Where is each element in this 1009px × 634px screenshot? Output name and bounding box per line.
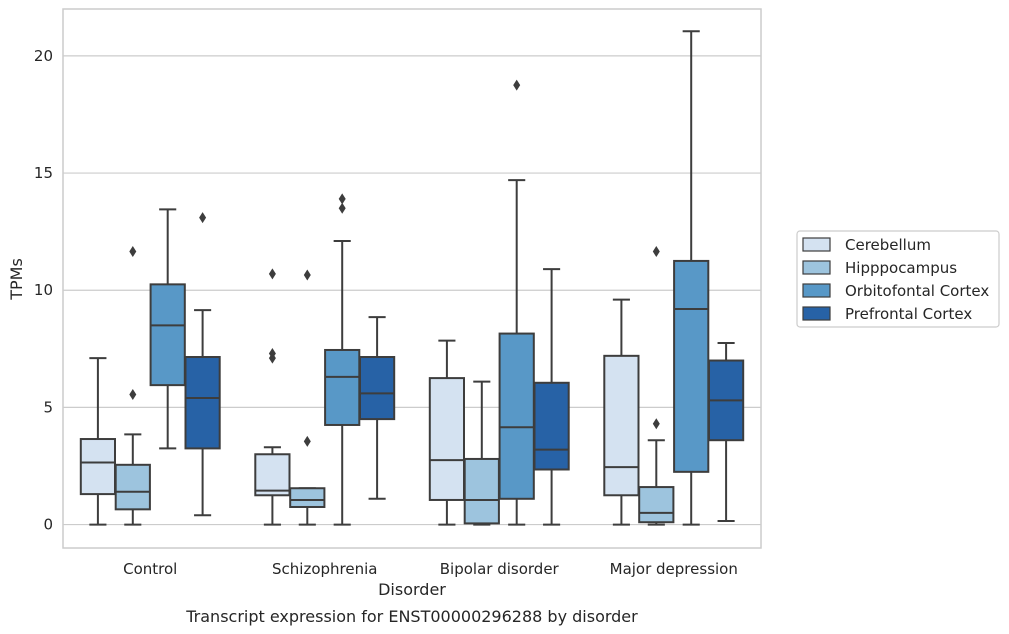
y-tick-label: 10 [34,281,53,299]
y-tick-label: 20 [34,47,53,65]
outlier-point [303,435,311,447]
x-tick-label: Major depression [610,560,738,578]
outlier-point [129,389,137,401]
box-iqr [533,381,570,471]
legend-label: Prefrontal Cortex [845,305,972,323]
box-iqr [428,377,466,501]
outlier-point [268,268,276,280]
x-tick-label: Control [123,560,177,578]
legend-frame [796,230,1000,328]
box-iqr [114,463,151,511]
x-axis-label: Disorder [378,580,446,599]
box-iqr [254,453,291,497]
x-tick-label: Bipolar disorder [440,560,560,578]
box-iqr [149,283,186,387]
box-cerebellum [428,339,466,526]
outlier-point [268,347,276,359]
box-iqr [673,259,710,473]
box-cerebellum [79,357,117,526]
legend-label: Orbitofontal Cortex [845,282,989,300]
outlier-point [199,212,207,224]
box-iqr [498,332,535,500]
box-iqr [79,438,117,496]
box-iqr [184,356,221,450]
box-iqr [463,457,500,525]
box-iqr [289,487,326,508]
box-orbitofontal-cortex [324,193,361,526]
box-prefrontal-cortex [707,341,745,523]
y-tick-label: 15 [34,164,53,182]
chart-caption: Transcript expression for ENST0000029628… [185,607,638,626]
y-tick-label: 0 [43,516,53,534]
box-iqr [638,486,675,524]
legend-swatch [802,306,831,321]
y-ticks: 0 5 10 15 20 [34,47,53,534]
outlier-point [338,193,346,205]
box-cerebellum [254,268,291,526]
legend-label: Cerebellum [845,236,931,254]
outlier-point [338,202,346,214]
box-orbitofontal-cortex [149,208,186,450]
box-iqr [358,356,396,421]
outlier-point [513,79,521,91]
box-orbitofontal-cortex [673,30,710,526]
box-prefrontal-cortex [184,212,221,517]
outlier-point [652,246,660,258]
legend-label: Hipppocampus [845,259,957,277]
legend-swatch [802,283,831,298]
plot-frame [62,8,762,549]
x-ticks: Control Schizophrenia Bipolar disorder Majo… [123,560,738,578]
outlier-point [303,269,311,281]
outlier-point [129,246,137,258]
box-hipppocampus [289,269,326,526]
legend-swatch [802,260,831,275]
outlier-point [652,418,660,430]
box-prefrontal-cortex [533,268,570,526]
box-cerebellum [603,298,640,526]
box-prefrontal-cortex [358,316,396,500]
box-hipppocampus [638,246,675,526]
legend-swatch [802,237,831,252]
box-hipppocampus [114,246,151,526]
box-iqr [324,348,361,426]
boxes-layer [79,30,745,526]
box-hipppocampus [463,380,500,526]
y-axis-label: TPMs [7,258,26,301]
x-tick-label: Schizophrenia [272,560,377,578]
box-iqr [603,354,640,497]
legend: Cerebellum Hipppocampus Orbitofontal Corte… [796,230,1000,328]
y-tick-label: 5 [43,398,53,416]
box-orbitofontal-cortex [498,79,535,526]
